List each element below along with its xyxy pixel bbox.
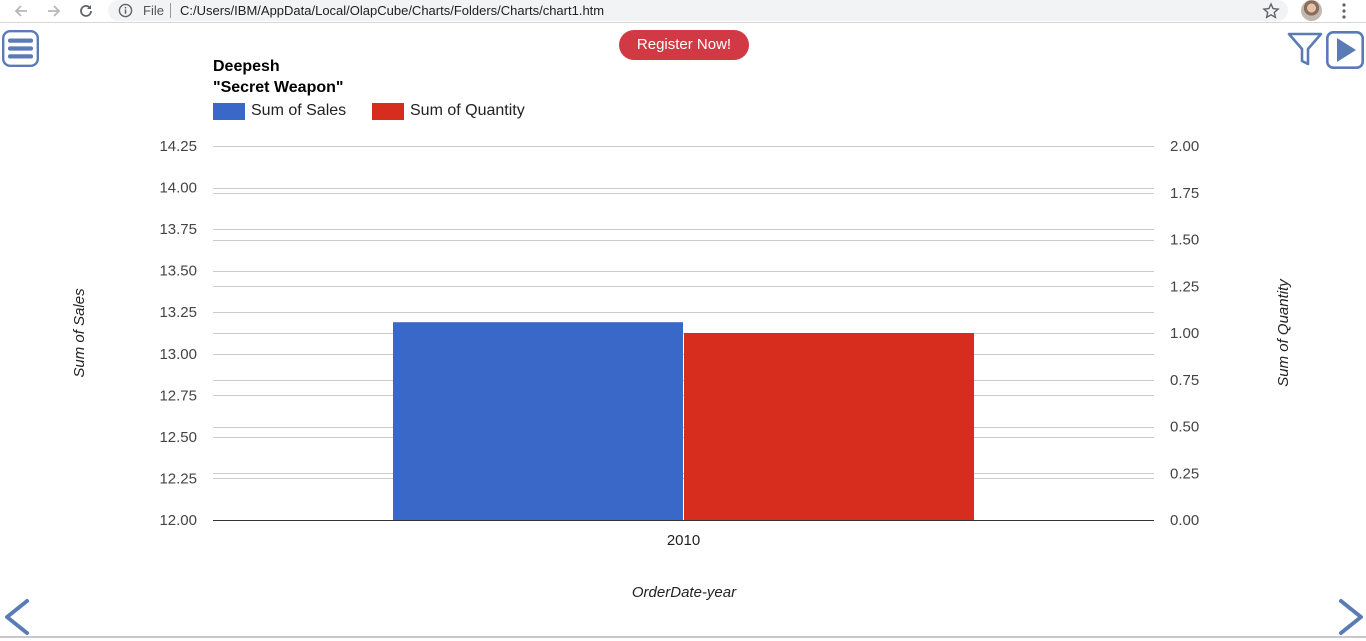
- x-axis-title: OrderDate-year: [632, 584, 737, 601]
- y-tick-label-left: 13.00: [159, 346, 197, 363]
- browser-toolbar: File C:/Users/IBM/AppData/Local/OlapCube…: [0, 0, 1366, 23]
- y-tick-label-right: 0.50: [1170, 419, 1199, 436]
- y-tick-label-right: 0.25: [1170, 465, 1199, 482]
- address-bar[interactable]: File C:/Users/IBM/AppData/Local/OlapCube…: [108, 0, 1288, 21]
- chart-title: Deepesh "Secret Weapon": [213, 56, 343, 98]
- bottom-divider: [0, 636, 1366, 638]
- bar-quantity-2010: [684, 333, 974, 520]
- y-tick-label-left: 12.75: [159, 387, 197, 404]
- reload-icon[interactable]: [77, 2, 95, 20]
- play-icon[interactable]: [1325, 30, 1365, 74]
- menu-icon[interactable]: [2, 30, 39, 72]
- next-arrow-icon[interactable]: [1336, 598, 1366, 641]
- y-axis-title-left: Sum of Sales: [71, 288, 88, 378]
- bookmark-star-icon[interactable]: [1262, 2, 1280, 25]
- legend-swatch-sales: [213, 102, 245, 120]
- y-tick-label-right: 0.00: [1170, 512, 1199, 529]
- url-text[interactable]: C:/Users/IBM/AppData/Local/OlapCube/Char…: [180, 3, 605, 18]
- url-scheme: File: [143, 3, 164, 18]
- legend-label-quantity: Sum of Quantity: [410, 102, 525, 119]
- chart-title-line-2: "Secret Weapon": [213, 79, 344, 96]
- more-options-icon[interactable]: [1336, 2, 1352, 20]
- y-tick-label-left: 13.75: [159, 221, 197, 238]
- y-tick-label-left: 13.25: [159, 304, 197, 321]
- x-tick-label: 2010: [667, 532, 700, 549]
- chart-title-line-1: Deepesh: [213, 58, 280, 75]
- y-tick-label-left: 13.50: [159, 263, 197, 280]
- legend-swatch-quantity: [372, 102, 404, 120]
- y-tick-label-left: 14.25: [159, 138, 197, 155]
- y-tick-label-right: 0.75: [1170, 372, 1199, 389]
- y-tick-label-left: 14.00: [159, 180, 197, 197]
- legend-label-sales: Sum of Sales: [251, 102, 347, 119]
- forward-icon[interactable]: [45, 2, 63, 20]
- legend-item-quantity[interactable]: Sum of Quantity: [372, 102, 525, 120]
- filter-icon[interactable]: [1287, 32, 1323, 73]
- register-now-button[interactable]: Register Now!: [619, 30, 749, 60]
- y-tick-label-left: 12.25: [159, 470, 197, 487]
- y-tick-label-right: 1.75: [1170, 185, 1199, 202]
- y-tick-label-right: 1.50: [1170, 232, 1199, 249]
- y-axis-title-right: Sum of Quantity: [1275, 278, 1292, 387]
- profile-avatar[interactable]: [1301, 0, 1322, 21]
- y-tick-label-left: 12.50: [159, 429, 197, 446]
- y-tick-label-right: 1.00: [1170, 325, 1199, 342]
- back-icon[interactable]: [12, 2, 30, 20]
- bar-sales-2010: [393, 322, 683, 520]
- y-tick-label-right: 1.25: [1170, 278, 1199, 295]
- url-divider: [170, 3, 171, 18]
- prev-arrow-icon[interactable]: [2, 598, 32, 641]
- y-tick-label-right: 2.00: [1170, 138, 1199, 155]
- info-icon[interactable]: [118, 3, 133, 23]
- y-tick-label-left: 12.00: [159, 512, 197, 529]
- legend-item-sales[interactable]: Sum of Sales: [213, 102, 346, 120]
